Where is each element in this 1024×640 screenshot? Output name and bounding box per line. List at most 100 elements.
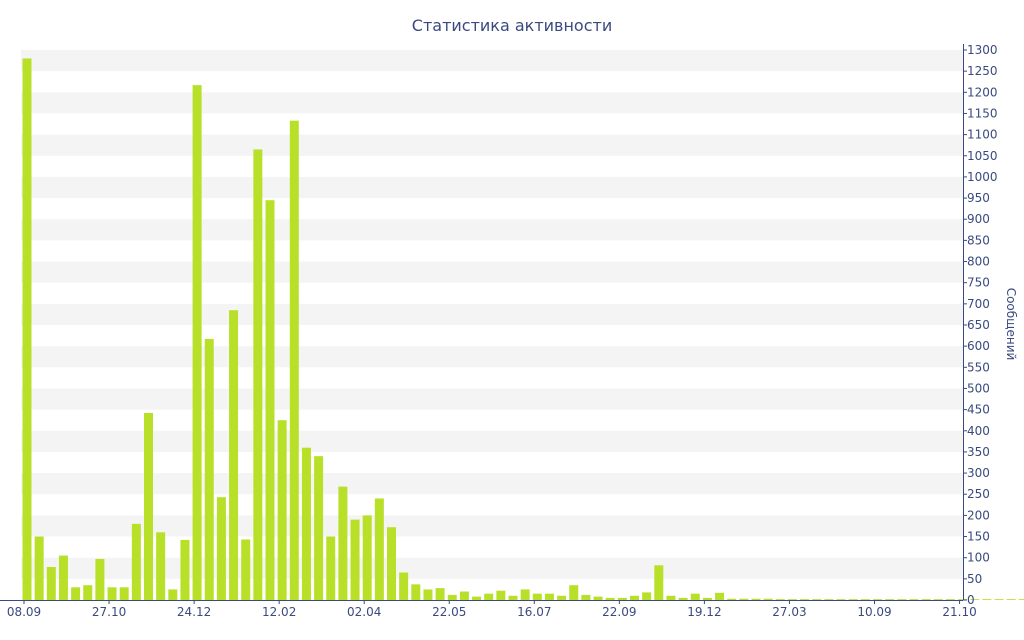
bar bbox=[459, 591, 469, 600]
bar bbox=[387, 527, 396, 600]
bar bbox=[326, 536, 336, 600]
x-tick-label: 08.09 bbox=[7, 605, 41, 619]
x-tick-label: 27.10 bbox=[92, 605, 126, 619]
grid-band bbox=[21, 261, 963, 283]
bar bbox=[933, 599, 943, 600]
bar bbox=[727, 598, 737, 600]
bar bbox=[71, 587, 81, 600]
bar bbox=[885, 599, 895, 600]
y-tick-label: 750 bbox=[967, 276, 990, 290]
bar bbox=[824, 599, 834, 600]
y-tick-label: 700 bbox=[967, 297, 990, 311]
bar bbox=[958, 599, 968, 600]
y-tick-label: 850 bbox=[967, 233, 990, 247]
y-tick-label: 150 bbox=[967, 530, 990, 544]
bar bbox=[374, 498, 384, 600]
bar bbox=[775, 599, 785, 600]
y-tick-label: 1150 bbox=[967, 106, 998, 120]
bar bbox=[362, 515, 372, 600]
bar bbox=[508, 595, 518, 600]
bar bbox=[945, 599, 955, 600]
x-tick-label: 27.03 bbox=[772, 605, 806, 619]
y-tick-label: 600 bbox=[967, 339, 990, 353]
bar bbox=[763, 598, 773, 600]
y-tick-label: 300 bbox=[967, 466, 990, 480]
y-tick-label: 50 bbox=[967, 572, 982, 586]
y-tick-label: 950 bbox=[967, 191, 990, 205]
bar bbox=[848, 599, 858, 600]
bar bbox=[83, 585, 93, 600]
bar bbox=[314, 456, 324, 600]
x-tick-label: 21.10 bbox=[942, 605, 976, 619]
bar bbox=[1018, 599, 1024, 600]
bar bbox=[569, 585, 579, 600]
y-tick-label: 1100 bbox=[967, 128, 998, 142]
y-tick-label: 1200 bbox=[967, 85, 998, 99]
bar bbox=[192, 85, 202, 601]
bar bbox=[970, 599, 980, 600]
bar bbox=[787, 599, 797, 600]
bar bbox=[860, 599, 870, 600]
bar bbox=[873, 599, 882, 600]
grid-band bbox=[21, 303, 963, 325]
bar bbox=[241, 539, 251, 600]
bar bbox=[642, 592, 652, 600]
bar bbox=[994, 599, 1004, 600]
bar bbox=[617, 597, 627, 600]
y-tick-label: 550 bbox=[967, 360, 990, 374]
bar bbox=[654, 565, 664, 600]
grid-band bbox=[21, 50, 963, 72]
bar bbox=[897, 599, 907, 600]
bar bbox=[338, 486, 348, 600]
grid-band bbox=[21, 92, 963, 114]
y-tick-label: 1000 bbox=[967, 170, 998, 184]
bar bbox=[739, 598, 749, 600]
bar bbox=[107, 587, 117, 600]
bar bbox=[557, 595, 567, 600]
bar bbox=[800, 599, 810, 600]
bar bbox=[46, 567, 56, 600]
grid-band bbox=[21, 473, 963, 495]
grid-band bbox=[21, 430, 963, 452]
x-tick-label: 12.02 bbox=[262, 605, 296, 619]
y-tick-label: 400 bbox=[967, 424, 990, 438]
bar bbox=[702, 597, 712, 600]
grid-band bbox=[21, 219, 963, 241]
bar bbox=[411, 584, 421, 600]
bar bbox=[216, 497, 226, 600]
y-tick-label: 200 bbox=[967, 508, 990, 522]
bar bbox=[350, 519, 360, 600]
bar bbox=[593, 596, 603, 600]
bar bbox=[131, 523, 141, 600]
x-tick-label: 16.07 bbox=[517, 605, 551, 619]
grid-band bbox=[21, 346, 963, 368]
bar bbox=[520, 589, 530, 600]
x-tick-label: 02.04 bbox=[347, 605, 381, 619]
bar bbox=[630, 595, 639, 600]
bar bbox=[982, 599, 992, 600]
bar bbox=[229, 310, 239, 600]
x-tick-label: 10.09 bbox=[857, 605, 891, 619]
bar bbox=[253, 149, 263, 600]
bar bbox=[22, 58, 32, 600]
bar bbox=[447, 594, 457, 600]
bar bbox=[496, 590, 506, 600]
chart-title: Статистика активности bbox=[412, 16, 612, 35]
x-tick-label: 19.12 bbox=[687, 605, 721, 619]
y-tick-label: 500 bbox=[967, 381, 990, 395]
y-tick-label: 0 bbox=[967, 593, 975, 607]
grid-band bbox=[21, 388, 963, 410]
bar bbox=[34, 536, 44, 600]
bar bbox=[678, 597, 688, 600]
bar bbox=[95, 558, 105, 600]
bar bbox=[301, 447, 311, 600]
bar bbox=[180, 539, 190, 600]
bar bbox=[532, 593, 542, 600]
y-tick-label: 1250 bbox=[967, 64, 998, 78]
bar bbox=[435, 588, 445, 600]
bar bbox=[666, 595, 676, 600]
y-tick-label: 800 bbox=[967, 255, 990, 269]
y-tick-label: 900 bbox=[967, 212, 990, 226]
